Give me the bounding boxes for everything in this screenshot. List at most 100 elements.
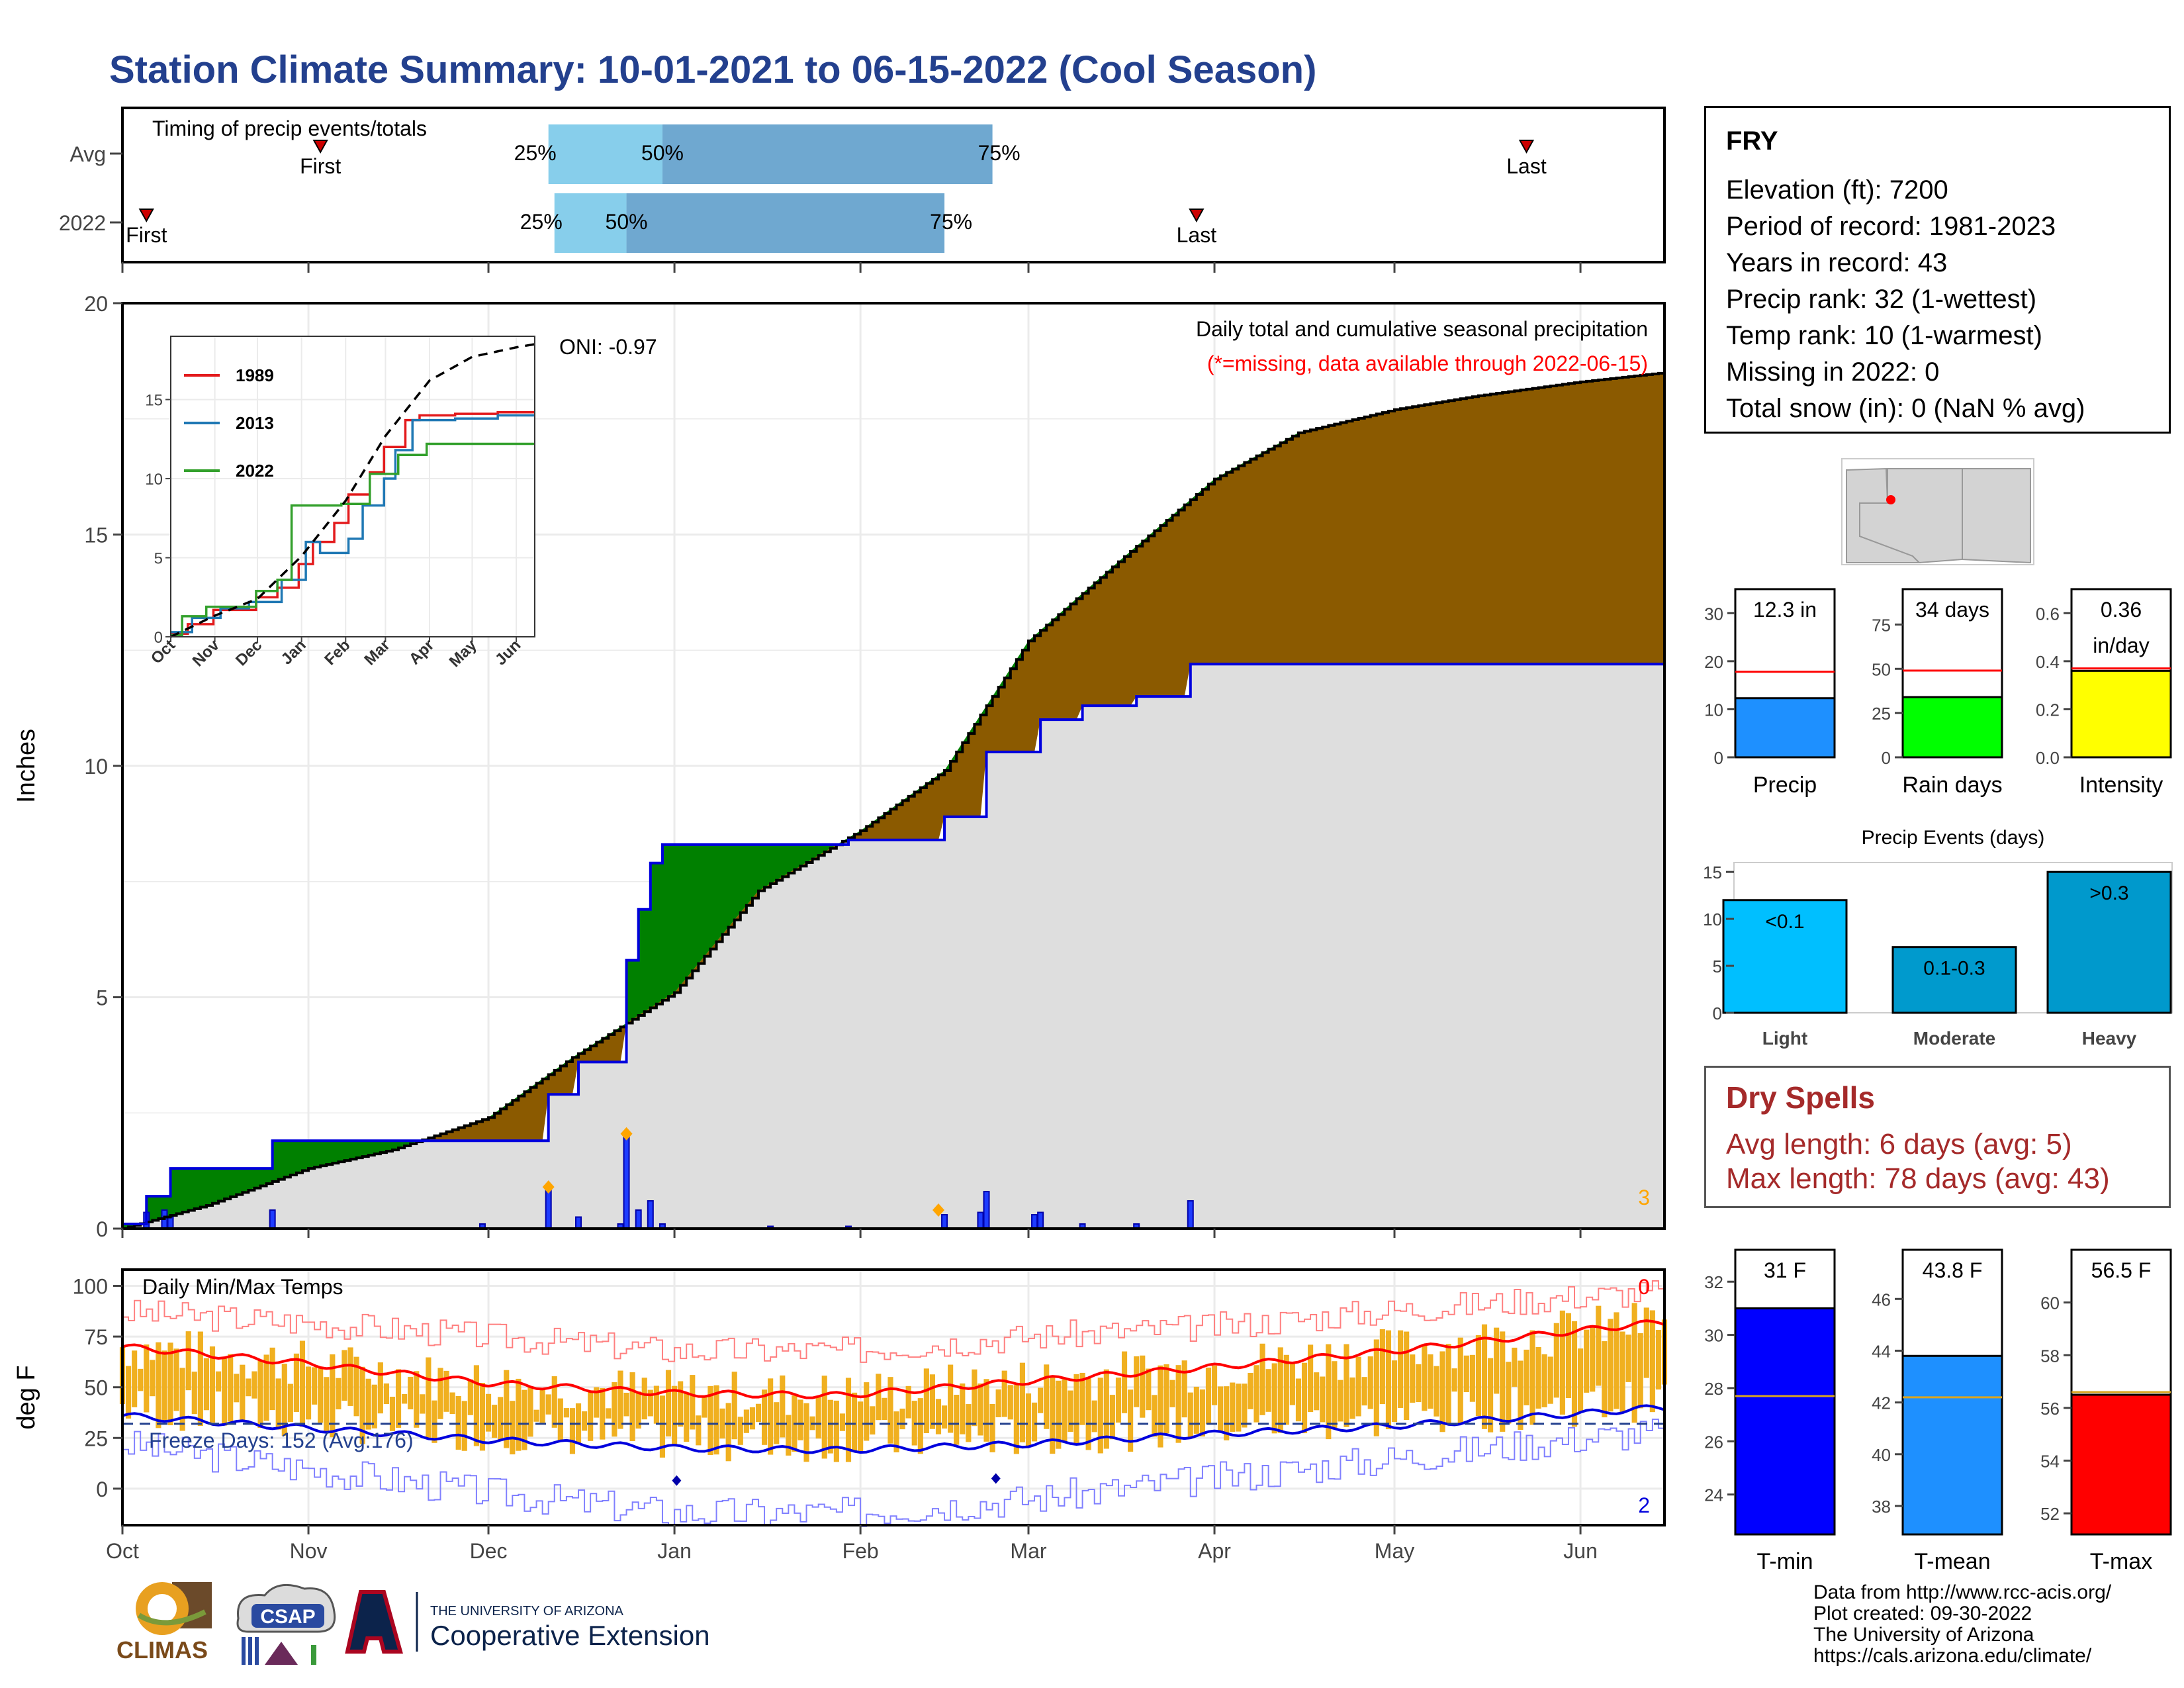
daily-temp-bar — [1236, 1383, 1242, 1432]
missing-data-marker — [620, 1127, 633, 1141]
daily-temp-bar — [1248, 1372, 1253, 1409]
t-mean-y-tick-label: 46 — [1872, 1289, 1891, 1309]
timing-bar-25-50 — [548, 124, 662, 184]
daily-temp-bar — [1158, 1365, 1163, 1448]
daily-temp-bar — [929, 1374, 936, 1429]
daily-temp-bar — [191, 1372, 197, 1415]
daily-temp-bar — [1271, 1363, 1277, 1434]
events-bar — [2046, 870, 2172, 1014]
daily-temp-bar — [653, 1385, 659, 1424]
daily-temp-bar — [1637, 1333, 1643, 1409]
temp-y-tick-label: 75 — [84, 1325, 108, 1349]
daily-temp-bar — [1535, 1346, 1541, 1409]
events-y-tick-label: 10 — [1703, 910, 1722, 929]
daily-temp-bar — [269, 1347, 275, 1411]
missing-data-marker — [932, 1203, 944, 1217]
temp-y-tick-label: 25 — [84, 1427, 108, 1450]
info-line: Missing in 2022: 0 — [1726, 357, 1940, 387]
temp-plot-frame — [121, 1268, 1666, 1526]
daily-temp-bar — [293, 1353, 299, 1412]
credits: Data from http://www.rcc-acis.org/ Plot … — [1813, 1582, 2111, 1667]
daily-temp-bar — [1146, 1368, 1152, 1411]
daily-temp-bar — [353, 1356, 359, 1417]
daily-temp-bar — [1332, 1361, 1338, 1430]
temp-x-tick-label: Oct — [106, 1539, 139, 1563]
daily-temp-bar — [443, 1370, 449, 1412]
precip-total-bar — [1734, 697, 1836, 759]
temp-y-tick-label: 50 — [84, 1376, 108, 1400]
daily-temp-bar — [882, 1397, 887, 1421]
t-min-y-tick-label: 26 — [1704, 1432, 1723, 1452]
daily-precip-bar — [269, 1209, 276, 1230]
daily-temp-bar — [1367, 1356, 1373, 1409]
t-max-y-tick-label: 58 — [2040, 1346, 2060, 1366]
daily-temp-bar — [1001, 1370, 1007, 1417]
t-mean-category-label: T-mean — [1914, 1549, 1990, 1574]
daily-temp-bar — [1079, 1372, 1085, 1425]
daily-temp-bar — [719, 1408, 725, 1439]
rain-days-bar — [1901, 696, 2003, 759]
daily-temp-bar — [1025, 1393, 1032, 1447]
temp-x-tick-label: Mar — [1010, 1539, 1046, 1563]
daily-temp-bar — [1007, 1385, 1013, 1420]
daily-temp-bar — [1314, 1372, 1320, 1411]
daily-temp-bar — [185, 1331, 191, 1391]
daily-temp-bar — [1163, 1364, 1169, 1434]
daily-temp-bar — [312, 1367, 318, 1405]
daily-temp-bar — [557, 1398, 563, 1441]
daily-temp-bar — [923, 1368, 929, 1433]
daily-temp-bar — [144, 1344, 150, 1413]
timing-p50-label: 50% — [641, 141, 684, 165]
temp-x-tick-label: Jan — [657, 1539, 692, 1563]
daily-temp-bar — [527, 1386, 533, 1437]
t-max-y-tick-label: 60 — [2040, 1293, 2060, 1313]
daily-temp-bar — [1091, 1400, 1097, 1432]
daily-temp-bar — [1199, 1389, 1205, 1437]
station-location-marker — [1886, 495, 1895, 504]
inset-series-2022 — [171, 442, 535, 637]
daily-precip-bar — [635, 1209, 642, 1230]
info-line: Precip rank: 32 (1-wettest) — [1726, 285, 2037, 314]
temp-x-tick-label: May — [1375, 1539, 1414, 1563]
daily-temp-bar — [731, 1372, 737, 1440]
logos: CLIMAS CSAP THE UNIVERSITY OF ARIZONA Co… — [116, 1582, 710, 1665]
dry-spells-avg: Avg length: 6 days (avg: 5) — [1726, 1128, 2072, 1160]
daily-temp-bar — [672, 1385, 678, 1444]
t-mean-value-label: 43.8 F — [1923, 1258, 1983, 1282]
daily-temp-bar — [1506, 1362, 1512, 1424]
main-y-tick-label: 10 — [84, 755, 108, 778]
missing-data-marker — [542, 1180, 555, 1194]
temp-y-tick-label: 100 — [73, 1275, 108, 1299]
daily-temp-bar — [138, 1368, 144, 1391]
daily-temp-bar — [1433, 1366, 1439, 1417]
extreme-temp-marker — [991, 1473, 1001, 1484]
daily-temp-bar — [780, 1375, 786, 1438]
rain-days-y-tick-label: 75 — [1872, 615, 1891, 635]
csap-logo-text: CSAP — [260, 1606, 315, 1628]
credit-line: Data from http://www.rcc-acis.org/ — [1813, 1581, 2112, 1603]
daily-temp-bar — [707, 1385, 713, 1456]
daily-temp-bar — [336, 1378, 341, 1410]
daily-temp-bar — [167, 1342, 173, 1426]
t-max-bar — [2070, 1393, 2172, 1536]
inset-frame — [170, 336, 535, 637]
location-map — [1841, 458, 2034, 565]
daily-temp-bar — [461, 1401, 467, 1451]
intensity-y-tick-label: 0.2 — [2036, 700, 2060, 720]
daily-temp-bar — [222, 1358, 228, 1426]
info-line: Years in record: 43 — [1726, 248, 1948, 277]
daily-temp-bar — [467, 1379, 473, 1415]
daily-temp-bar — [263, 1354, 269, 1421]
timing-p75-label: 75% — [978, 141, 1021, 165]
daily-temp-bar — [504, 1370, 510, 1448]
t-min-category-label: T-min — [1757, 1549, 1813, 1574]
daily-temp-bar — [150, 1360, 156, 1397]
daily-temp-bar — [203, 1358, 210, 1411]
daily-temp-bar — [305, 1366, 312, 1420]
timing-last-label: Last — [1506, 154, 1547, 178]
daily-temp-bar — [449, 1392, 455, 1415]
daily-temp-bar — [1218, 1386, 1224, 1432]
daily-temp-bar — [684, 1393, 690, 1442]
daily-temp-bar — [1044, 1364, 1050, 1429]
timing-first-label: First — [300, 154, 341, 178]
